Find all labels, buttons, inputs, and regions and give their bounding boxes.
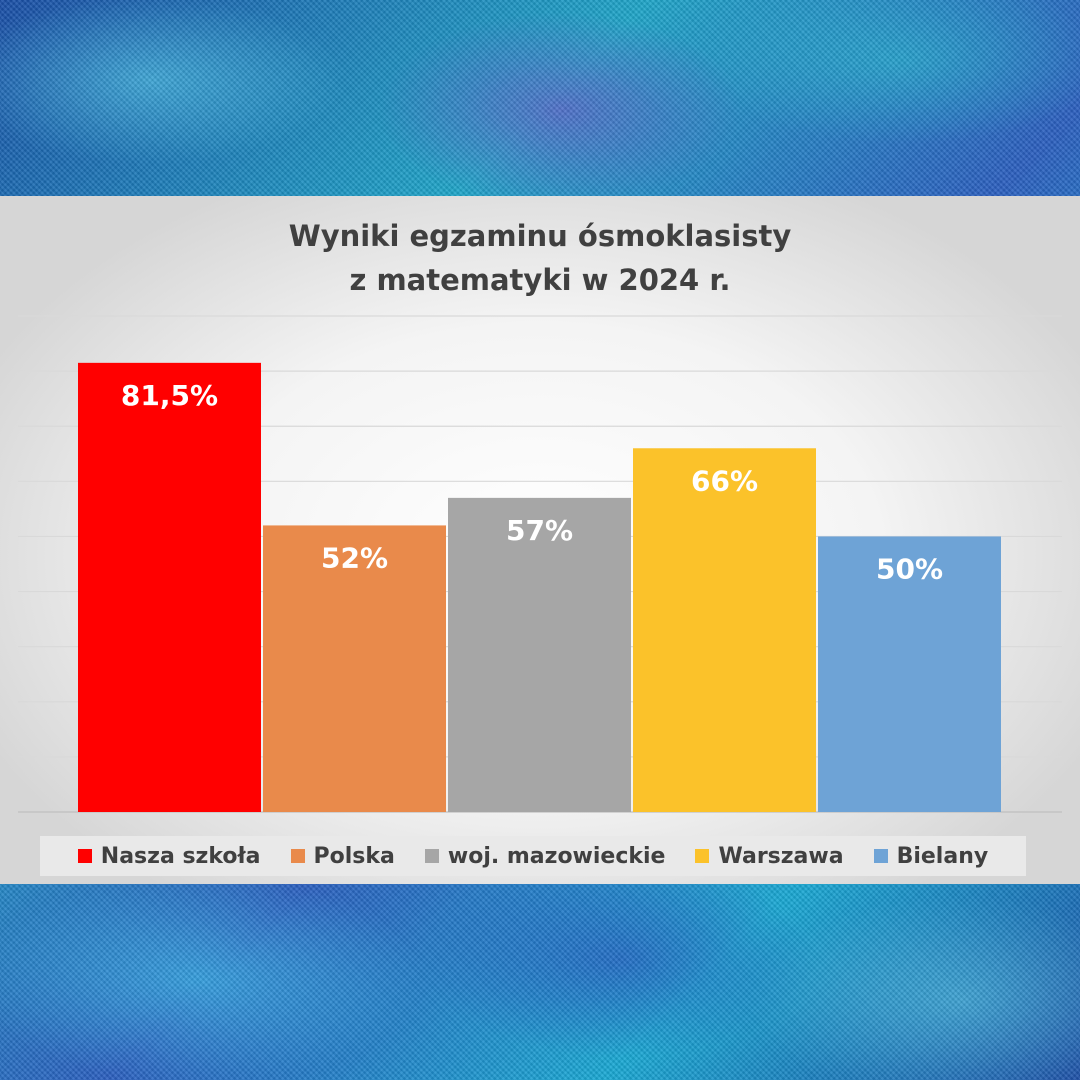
data-label-polska: 52% [321, 541, 388, 574]
chart-title-line-1: Wyniki egzaminu ósmoklasisty [288, 219, 792, 253]
legend-swatch-bielany [873, 849, 888, 863]
legend-item-bielany: Bielany [873, 843, 989, 869]
bar-nasza-szkoła [78, 362, 261, 812]
data-label-nasza-szkoła: 81,5% [121, 379, 218, 412]
legend-label-bielany: Bielany [896, 843, 989, 869]
legend-label-nasza-szkola: Nasza szkoła [100, 843, 261, 869]
legend-swatch-warszawa [695, 849, 710, 863]
legend-label-warszawa: Warszawa [718, 843, 844, 869]
legend-item-polska: Polska [290, 843, 395, 869]
bar-woj-mazowieckie [448, 497, 631, 812]
legend-swatch-woj-mazowieckie [424, 849, 439, 863]
legend-item-nasza-szkola: Nasza szkoła [77, 843, 261, 869]
data-label-woj-mazowieckie: 57% [506, 514, 573, 547]
legend-item-woj-mazowieckie: woj. mazowieckie [424, 843, 666, 869]
chart-title: Wyniki egzaminu ósmoklasisty z matematyk… [0, 214, 1080, 302]
data-labels: 81,5% 52% 57% 66% 50% [121, 379, 943, 586]
data-label-warszawa: 66% [691, 464, 758, 497]
bar-bielany [818, 536, 1001, 812]
bar-warszawa [633, 448, 816, 812]
bars [78, 362, 1001, 812]
legend-label-polska: Polska [313, 843, 395, 869]
legend: Nasza szkoła Polska woj. mazowieckie War… [40, 836, 1026, 876]
chart-title-line-2: z matematyki w 2024 r. [349, 263, 731, 297]
data-label-bielany: 50% [876, 552, 943, 585]
legend-label-woj-mazowieckie: woj. mazowieckie [447, 843, 666, 869]
legend-item-warszawa: Warszawa [695, 843, 844, 869]
legend-swatch-polska [290, 849, 305, 863]
legend-swatch-nasza-szkola [77, 849, 92, 863]
bar-polska [263, 525, 446, 812]
